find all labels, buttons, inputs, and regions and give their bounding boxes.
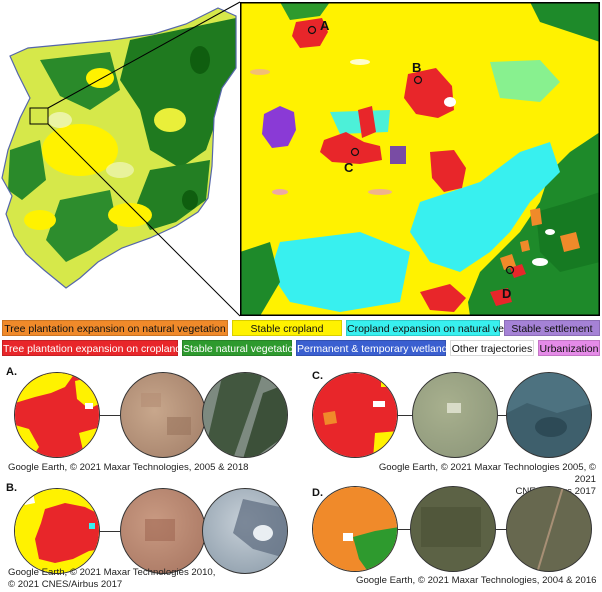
panel-a-classification-circle xyxy=(14,372,100,458)
legend-item-tree-plantation-on-cropland: Tree plantation expansion on cropland xyxy=(2,340,181,356)
panel-a-label: A. xyxy=(6,366,17,378)
zoomed-map-frame xyxy=(240,2,600,316)
point-d-label: D xyxy=(502,286,511,301)
legend-item-other-trajectories: Other trajectories xyxy=(450,340,534,356)
panel-a-image-2018 xyxy=(202,372,288,458)
point-b-marker xyxy=(413,75,423,85)
point-a-label: A xyxy=(320,18,330,33)
point-c-label: C xyxy=(344,160,354,175)
legend-item-stable-settlement: Stable settlement xyxy=(504,320,600,336)
panel-c-label: C. xyxy=(312,370,323,382)
panel-a-connector-1 xyxy=(100,415,120,416)
panel-c-connector-1 xyxy=(398,415,414,416)
panel-d-image-2016 xyxy=(506,486,592,572)
panel-c-connector-2 xyxy=(498,415,512,416)
legend-item-tree-plantation-on-natural-vegetation: Tree plantation expansion on natural veg… xyxy=(2,320,228,336)
panel-c-classification-circle xyxy=(312,372,398,458)
panel-d-connector-1 xyxy=(398,529,412,530)
legend-item-cropland-expansion: Cropland expansion on natural vegetation xyxy=(346,320,541,336)
legend-item-wetland: Permanent & temporary wetland xyxy=(296,340,448,356)
zoomed-map: A B C D xyxy=(240,2,600,316)
panel-b-label: B. xyxy=(6,482,17,494)
panel-b-connector-1 xyxy=(100,531,120,532)
legend-item-urbanization: Urbanization xyxy=(538,340,600,356)
panel-b-image-2010 xyxy=(120,488,206,574)
legend-item-stable-natural-vegetation: Stable natural vegetation xyxy=(182,340,299,356)
point-c-marker xyxy=(350,147,360,157)
point-b-label: B xyxy=(412,60,421,75)
panel-d-image-2004 xyxy=(410,486,496,572)
panel-b-classification-circle xyxy=(14,488,100,574)
panel-d-caption: Google Earth, © 2021 Maxar Technologies,… xyxy=(356,575,597,586)
inset-box xyxy=(29,107,49,125)
panel-d-label: D. xyxy=(312,487,323,499)
panel-b-caption: Google Earth, © 2021 Maxar Technologies … xyxy=(8,567,258,591)
point-a-marker xyxy=(307,25,317,35)
legend-item-stable-cropland: Stable cropland xyxy=(232,320,342,336)
panel-d-connector-2 xyxy=(496,529,510,530)
panel-a-image-2005 xyxy=(120,372,206,458)
panel-a-caption: Google Earth, © 2021 Maxar Technologies,… xyxy=(8,462,249,473)
panel-c-image-2017 xyxy=(506,372,592,458)
panel-c-image-2005 xyxy=(412,372,498,458)
panel-b-caption-line2: © 2021 CNES/Airbus 2017 xyxy=(8,579,123,590)
panel-b-image-2017 xyxy=(202,488,288,574)
panel-b-caption-line1: Google Earth, © 2021 Maxar Technologies … xyxy=(8,567,216,578)
point-d-marker xyxy=(505,265,515,275)
zoom-connector-lines xyxy=(47,1,241,317)
panel-c-caption-line1: Google Earth, © 2021 Maxar Technologies … xyxy=(378,462,596,485)
panel-d-classification-circle xyxy=(312,486,398,572)
